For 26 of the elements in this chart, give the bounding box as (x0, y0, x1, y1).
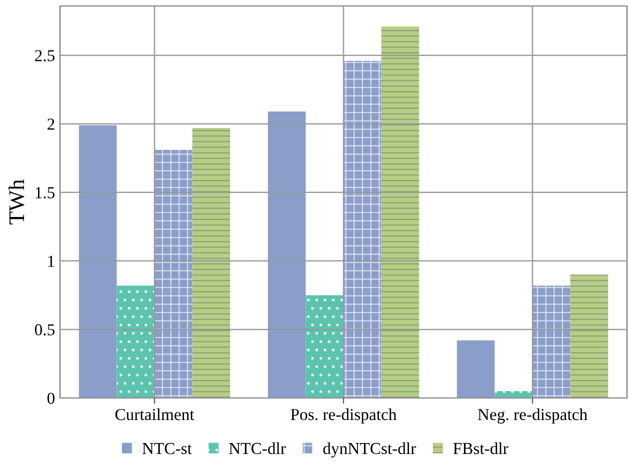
legend-label: NTC-dlr (229, 442, 286, 454)
bar (381, 26, 420, 398)
bar (78, 125, 117, 398)
bar (570, 274, 608, 398)
bar (344, 60, 382, 398)
legend-label: FBst-dlr (453, 442, 508, 454)
y-tick-label: 1 (48, 256, 54, 267)
legend-label: NTC-st (142, 442, 192, 454)
x-tick-label: Neg. re-dispatch (478, 408, 588, 424)
y-tick-label: 2 (48, 118, 54, 130)
x-tick-label: Pos. re-dispatch (290, 408, 397, 424)
y-tick-label: 1.5 (36, 187, 54, 198)
y-axis-title: TWh (8, 179, 24, 224)
bar (456, 340, 495, 398)
bar (306, 295, 344, 398)
bar (116, 286, 154, 398)
bar (494, 391, 532, 398)
bar (532, 286, 570, 398)
x-tick-label: Curtailment (115, 408, 194, 420)
bar (192, 128, 230, 398)
legend-label: dynNTCst-dlr (323, 442, 416, 458)
bar (268, 112, 306, 398)
y-tick-label: 2.5 (35, 50, 54, 62)
y-tick-label: 0 (47, 392, 55, 404)
y-tick-label: 0.5 (34, 324, 54, 336)
bar (154, 150, 192, 398)
